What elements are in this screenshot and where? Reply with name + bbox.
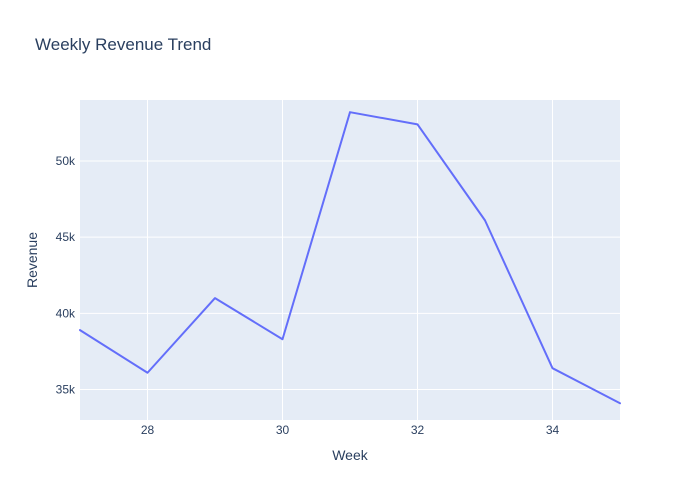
plot-area xyxy=(80,100,620,420)
x-tick-label: 28 xyxy=(141,423,155,437)
y-axis-title: Revenue xyxy=(24,232,40,288)
x-tick-label: 32 xyxy=(411,423,425,437)
chart-title: Weekly Revenue Trend xyxy=(35,35,211,54)
x-axis-title: Week xyxy=(332,447,369,463)
x-tick-label: 30 xyxy=(276,423,290,437)
y-tick-label: 50k xyxy=(56,154,76,168)
series-layer xyxy=(79,111,621,405)
series-line-0 xyxy=(79,111,621,405)
y-tick-label: 45k xyxy=(56,230,76,244)
y-tick-label: 35k xyxy=(56,383,76,397)
y-tick-labels: 35k 40k 45k 50k xyxy=(56,154,76,397)
x-tick-label: 34 xyxy=(546,423,560,437)
y-tick-label: 40k xyxy=(56,306,76,320)
x-tick-labels: 28 30 32 34 xyxy=(141,423,560,437)
y-gridlines xyxy=(80,160,620,391)
